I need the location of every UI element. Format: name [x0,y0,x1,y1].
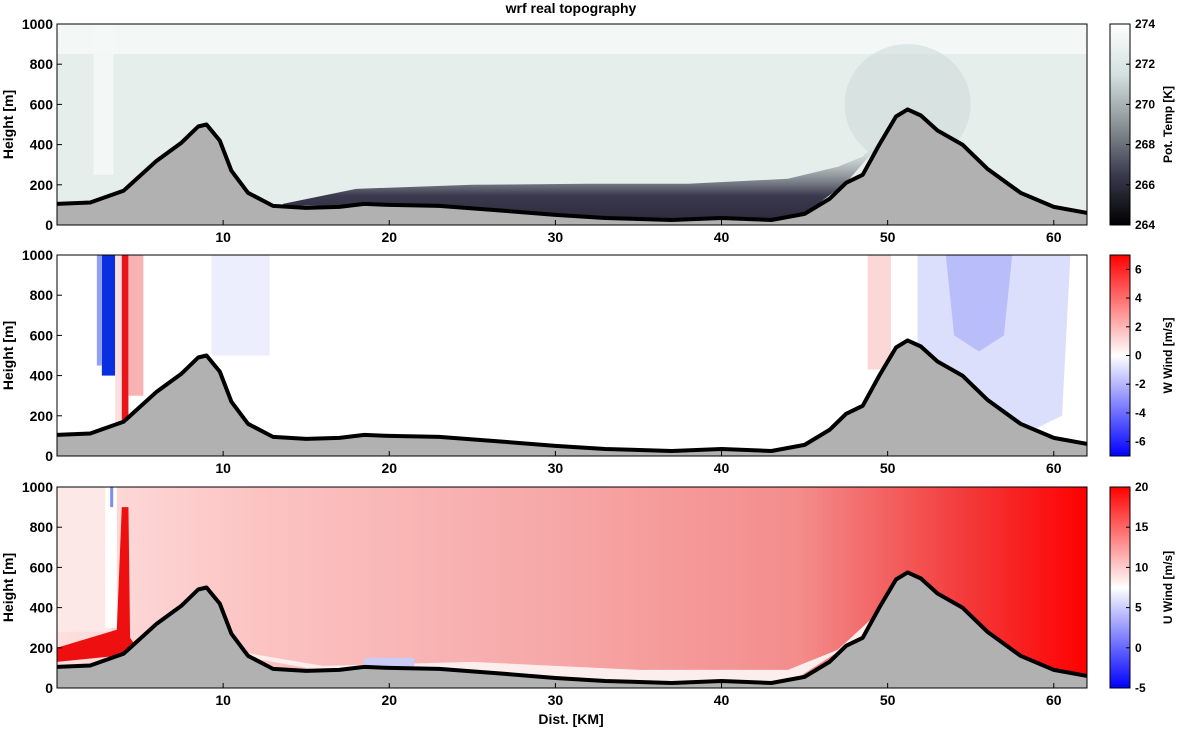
x-tick-label: 10 [215,229,231,245]
y-tick-label: 400 [30,137,54,153]
panel-frame [56,486,1088,689]
x-tick-label: 60 [1046,692,1062,708]
w-updraft-strong [121,255,129,426]
y-tick-label: 1000 [22,479,53,495]
x-tick-label: 10 [215,460,231,476]
y-tick-label: 400 [30,600,54,616]
x-tick-label: 40 [714,460,730,476]
colorbar-tick-label: -2 [1135,377,1146,391]
x-tick-label: 40 [714,229,730,245]
x-tick-label: 60 [1046,460,1062,476]
panel-3-field [57,487,1087,688]
w-lee-plume [211,255,270,356]
cold-pool-region [282,138,885,220]
colorbar-tick-label: 268 [1135,138,1155,152]
terrain-outline [57,107,1087,222]
y-tick-label: 1000 [22,16,53,32]
colorbar-tick-label: 2 [1135,320,1142,334]
x-tick-label: 30 [548,460,564,476]
y-tick-label: 800 [30,56,54,72]
terrain-outline [57,570,1087,685]
y-tick-label: 600 [30,327,54,343]
colorbar-tick-label: 270 [1135,97,1155,111]
colorbar-tick-label: 266 [1135,178,1155,192]
colorbar-tick-label: 6 [1135,262,1142,276]
x-axis-label: Dist. [KM] [538,711,603,727]
colorbar-label: Pot. Temp [K] [1161,86,1175,163]
y-tick-label: 200 [30,640,54,656]
x-tick-label: 30 [548,229,564,245]
u-calm-column [105,487,117,628]
y-axis-label: Height [m] [0,553,16,622]
u-reverse-column [110,487,114,508]
x-tick-label: 10 [215,692,231,708]
panel-frame [56,23,1088,226]
colorbar-tick-label: 10 [1135,560,1149,574]
y-tick-label: 600 [30,559,54,575]
x-tick-label: 60 [1046,229,1062,245]
y-axis-label: Height [m] [0,321,16,390]
colorbar-tick-label: 0 [1135,641,1142,655]
x-tick-label: 50 [880,692,896,708]
colorbar-label: W Wind [m/s] [1161,318,1175,394]
x-tick-label: 50 [880,460,896,476]
x-tick-label: 20 [381,692,397,708]
w-ridge-updraft [867,255,891,370]
y-tick-label: 400 [30,368,54,384]
y-tick-label: 600 [30,96,54,112]
colorbar-tick-label: -4 [1135,406,1146,420]
panel-1-field [57,24,1087,225]
panel-frame [56,254,1088,457]
y-tick-label: 0 [45,448,53,464]
colorbar-tick-label: 5 [1135,601,1142,615]
x-tick-label: 30 [548,692,564,708]
y-tick-label: 800 [30,519,54,535]
colorbar-tick-label: 4 [1135,291,1142,305]
y-tick-label: 200 [30,177,54,193]
terrain-outline [57,338,1087,453]
terrain-fill [57,572,1087,688]
panel-2-field [57,255,1087,456]
colorbar [1109,486,1131,689]
x-tick-label: 20 [381,229,397,245]
x-tick-label: 50 [880,229,896,245]
colorbar-tick-label: -5 [1135,681,1146,695]
u-reverse-flow [364,657,415,668]
w-downdraft-edge [96,255,102,366]
colorbar [1109,23,1131,226]
w-ridge-downdraft-core [945,255,1013,352]
y-tick-label: 0 [45,680,53,696]
terrain-fill [57,340,1087,456]
colorbar-tick-label: -6 [1135,435,1146,449]
w-updraft-gap [115,255,122,432]
y-tick-label: 800 [30,287,54,303]
colorbar-tick-label: 274 [1135,17,1155,31]
panel-1: 0 200 400 600 800 1000 10 20 30 40 50 60 Height [m] 2… [0,16,1175,245]
w-updraft-edge [128,255,144,396]
colorbar-label: U Wind [m/s] [1161,551,1175,624]
w-downdraft-strong [101,255,116,376]
colorbar-tick-label: 15 [1135,520,1149,534]
pot-temp-column [93,24,114,175]
u-weak-wedge [57,487,112,632]
figure-title: wrf real topography [505,0,637,16]
colorbar-tick-label: 272 [1135,57,1155,71]
y-axis-label: Height [m] [0,90,16,159]
x-tick-label: 20 [381,460,397,476]
colorbar-tick-label: 264 [1135,218,1155,232]
y-tick-label: 0 [45,217,53,233]
colorbar-tick-label: 20 [1135,480,1149,494]
x-tick-label: 40 [714,692,730,708]
terrain-fill [57,109,1087,225]
colorbar-tick-label: 0 [1135,349,1142,363]
y-tick-label: 200 [30,408,54,424]
y-tick-label: 1000 [22,247,53,263]
